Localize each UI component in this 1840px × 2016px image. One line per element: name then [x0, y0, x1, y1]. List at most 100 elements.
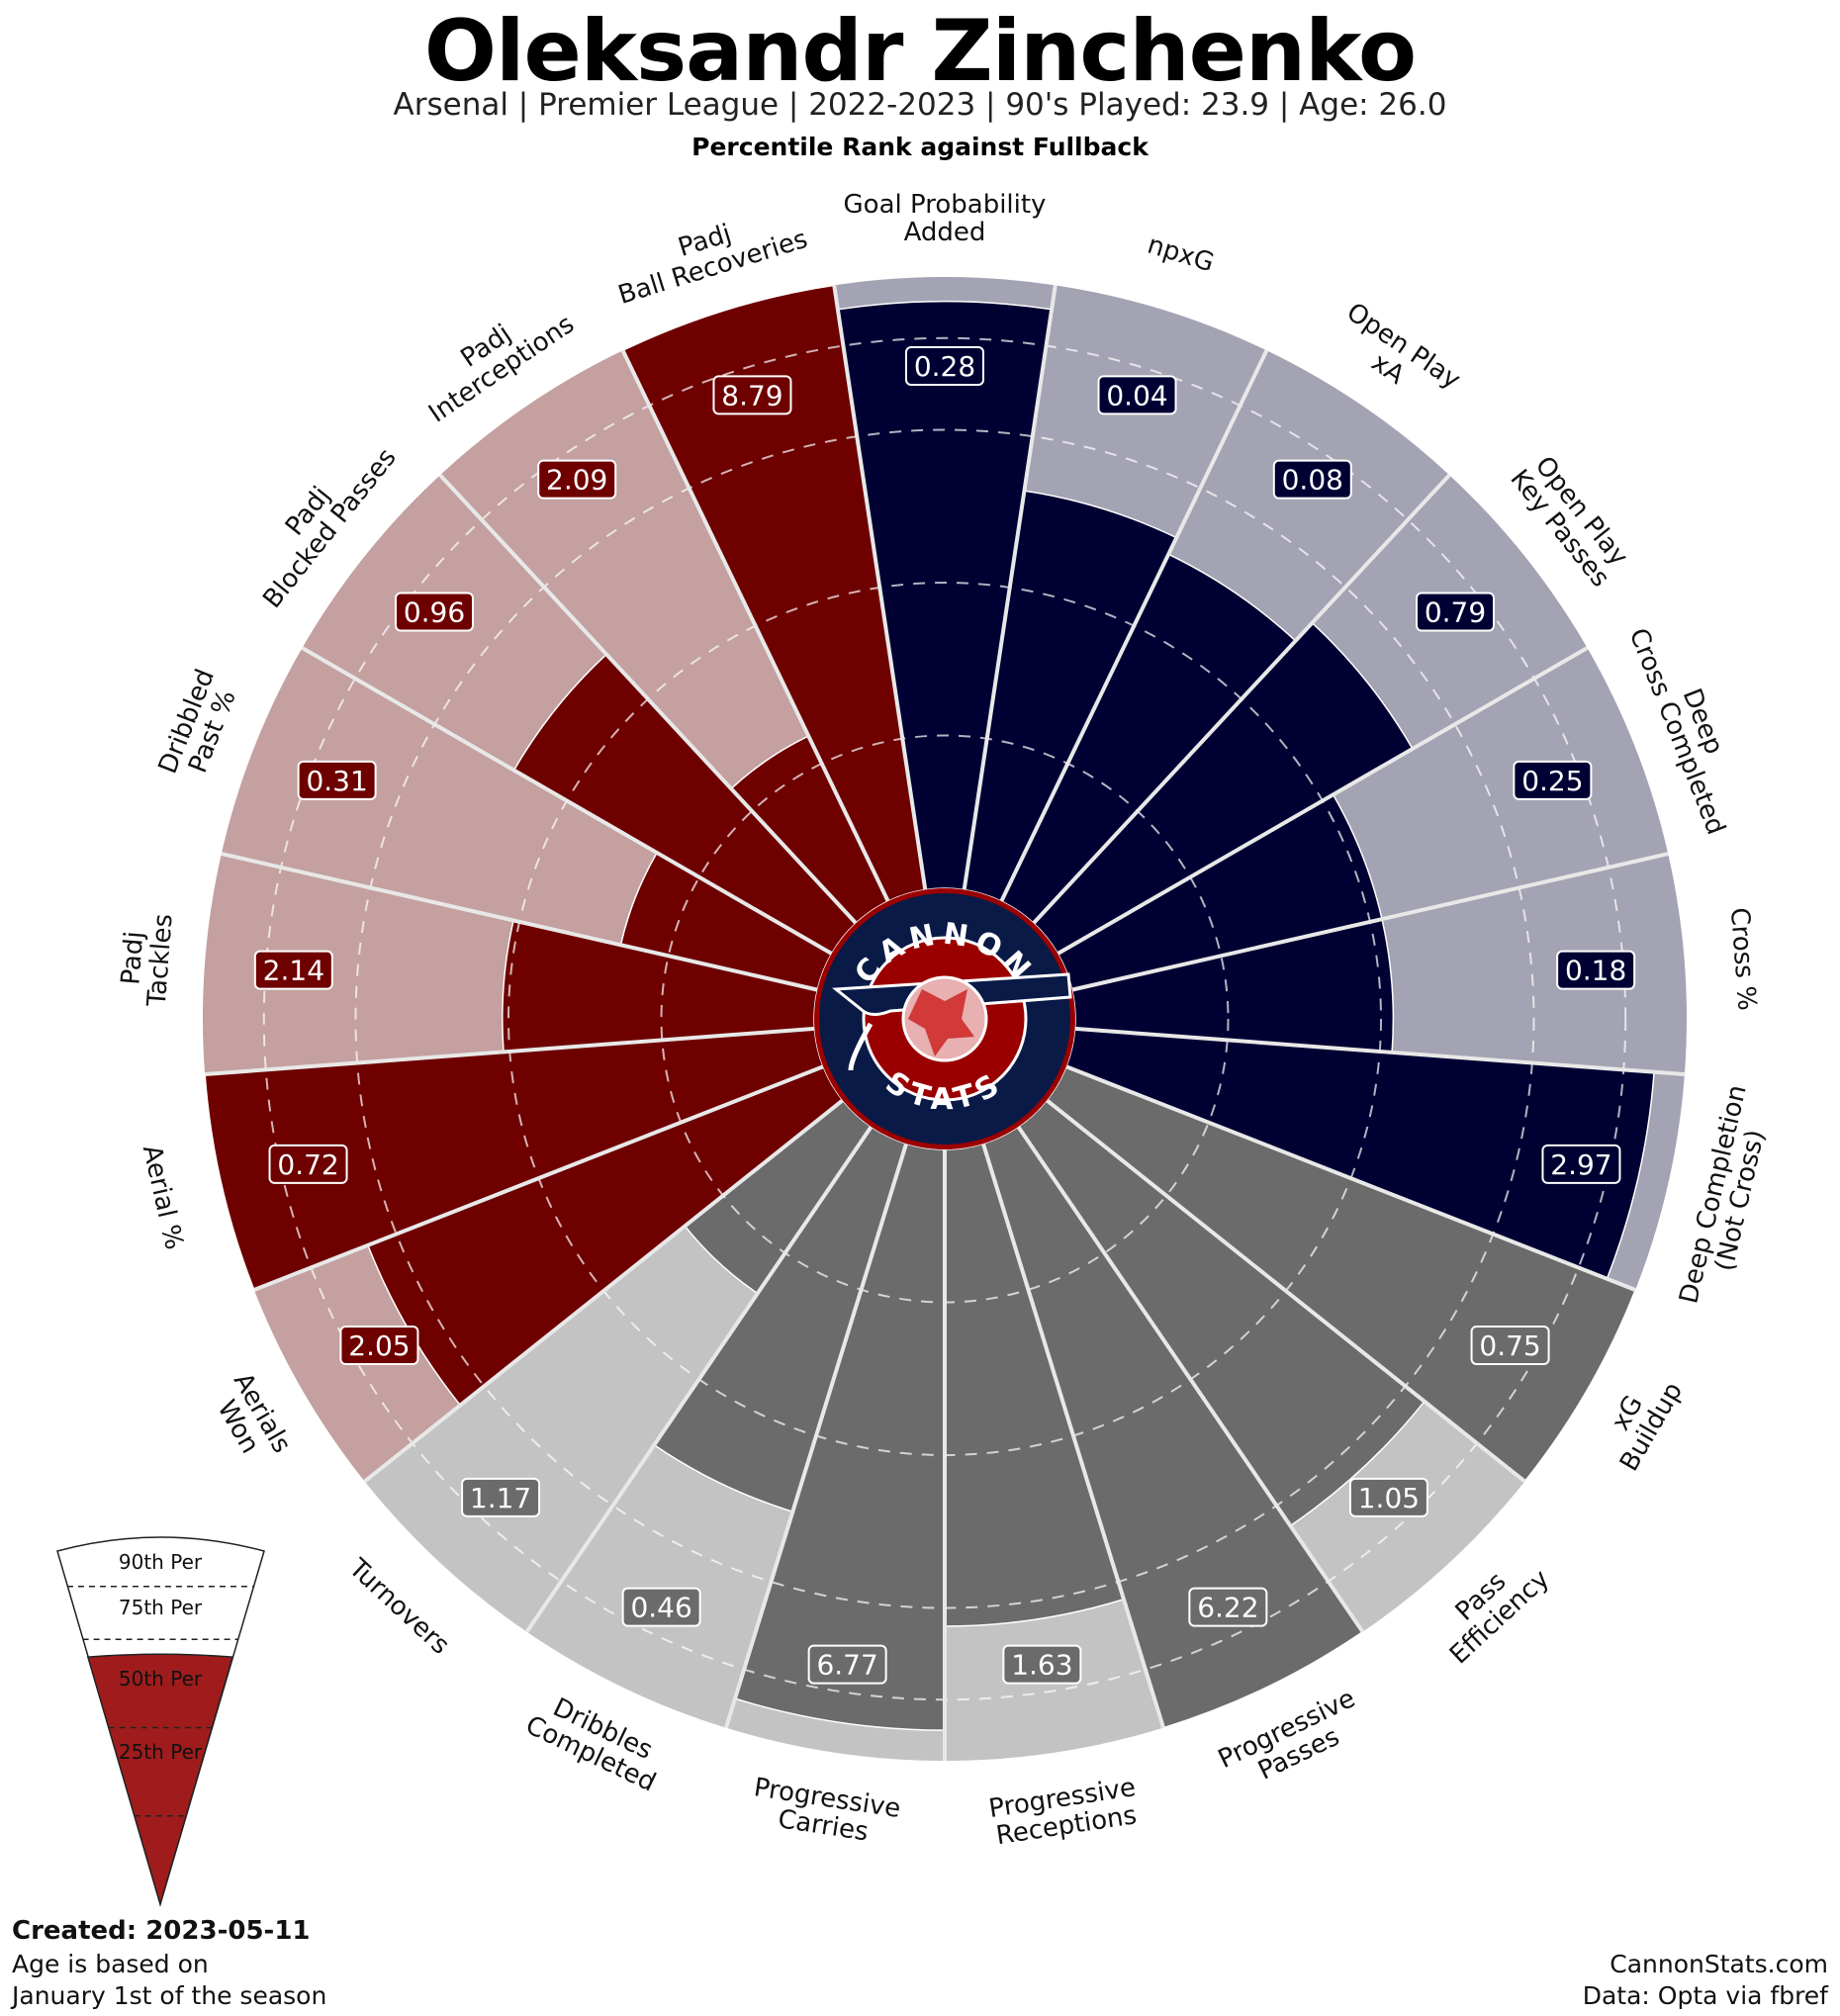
slice-divider: [1065, 1064, 1636, 1292]
value-labels: 0.28 0.04 0.08 0.79 0.25 0.18 2.97 0.75 1.05 6.22…: [253, 346, 1636, 1685]
slice-divider: [438, 473, 858, 925]
value-box: [537, 459, 617, 500]
value-box: [1541, 1144, 1621, 1184]
value-label-turnovers: 1.17: [461, 1477, 541, 1517]
value-box: [621, 1587, 701, 1627]
value-box: [268, 1144, 348, 1184]
value-text: 0.18: [1565, 955, 1626, 987]
value-label-open-play-key-passes: 0.79: [1416, 592, 1496, 632]
slice-divider: [221, 852, 818, 992]
value-label-xg-buildup: 0.75: [1470, 1326, 1550, 1365]
value-box: [1002, 1644, 1082, 1685]
chart-subtitle: Arsenal | Premier League | 2022-2023 | 9…: [393, 87, 1447, 123]
slice-divider: [204, 1026, 815, 1077]
value-box: [297, 760, 377, 800]
slice-divider: [524, 1125, 874, 1633]
value-label-padj-ball-recoveries: 8.79: [712, 375, 792, 415]
value-box: [339, 1326, 419, 1365]
value-text: 1.17: [470, 1482, 531, 1514]
value-box: [807, 1644, 887, 1685]
legend-label-90: 90th Per: [119, 1550, 203, 1574]
slice-divider: [1045, 1098, 1526, 1484]
value-box: [1416, 592, 1496, 632]
value-box: [1470, 1326, 1550, 1365]
metric-label-npxg: npxG: [1144, 230, 1217, 279]
value-text: 0.08: [1282, 464, 1343, 497]
value-label-padj-tackles: 2.14: [253, 950, 333, 990]
value-text: 2.97: [1550, 1148, 1611, 1181]
age-note-line-1: Age is based on: [12, 1950, 209, 1978]
slice-divider: [1016, 1125, 1365, 1633]
slice-divider: [999, 349, 1269, 902]
value-box: [1188, 1587, 1268, 1627]
legend-label-50: 50th Per: [119, 1667, 203, 1691]
value-label-dribbles-completed: 0.46: [621, 1587, 701, 1627]
legend-label-25: 25th Per: [119, 1740, 203, 1764]
slice-divider: [724, 1143, 909, 1729]
value-box: [905, 346, 984, 386]
slice-divider: [363, 1098, 845, 1484]
value-text: 2.05: [348, 1329, 410, 1362]
value-label-aerials-won: 2.05: [339, 1326, 419, 1365]
value-label-pass-efficiency: 1.05: [1348, 1477, 1428, 1517]
value-text: 0.79: [1425, 596, 1486, 628]
metric-label-aerial: Aerial %: [137, 1143, 189, 1252]
slice-divider: [1074, 1026, 1686, 1077]
value-label-padj-interceptions: 2.09: [537, 459, 617, 500]
metric-label-aerials-won: AerialsWon: [204, 1368, 297, 1472]
age-note-line-2: January 1st of the season: [12, 1981, 327, 2010]
data-source: Data: Opta via fbref: [1582, 1981, 1828, 2010]
value-box: [1513, 760, 1593, 800]
site-credit: CannonStats.com: [1610, 1950, 1828, 1978]
chart-title: Oleksandr Zinchenko: [423, 2, 1417, 101]
metric-label-dribbled-past: DribbledPast %: [153, 665, 246, 787]
value-text: 0.96: [404, 596, 465, 628]
percentile-caption: Percentile Rank against Fullback: [691, 133, 1149, 161]
value-label-deep-cross-completed: 0.25: [1513, 760, 1593, 800]
slice-divider: [620, 349, 890, 902]
value-box: [253, 950, 333, 990]
value-label-progressive-receptions: 1.63: [1002, 1644, 1082, 1685]
value-text: 0.25: [1521, 765, 1583, 797]
slice-divider: [1032, 473, 1451, 925]
metric-label-padj-ball-recoveries: PadjBall Recoveries: [606, 198, 811, 311]
value-label-goal-probability-added: 0.28: [905, 346, 984, 386]
slice-divider: [301, 646, 833, 956]
metric-label-progressive-carries: ProgressiveCarries: [748, 1773, 903, 1852]
cannon-stats-logo: CANNON STATS: [814, 888, 1075, 1149]
value-text: 6.77: [816, 1649, 877, 1682]
percentile-legend: 90th Per 75th Per 50th Per 25th Per: [56, 1536, 265, 1907]
value-text: 0.04: [1106, 379, 1167, 412]
metric-label-dribbles-completed: DribblesCompleted: [521, 1686, 673, 1798]
legend-label-75: 75th Per: [119, 1596, 203, 1619]
slice-divider: [1057, 646, 1589, 956]
slice-dividers: [204, 285, 1686, 1761]
value-label-progressive-carries: 6.77: [807, 1644, 887, 1685]
value-text: 0.28: [914, 350, 975, 383]
slice-divider: [1071, 852, 1669, 992]
value-text: 0.72: [277, 1148, 338, 1181]
value-box: [1097, 375, 1177, 415]
value-label-open-play-xa: 0.08: [1272, 459, 1352, 500]
slices-layer: [202, 277, 1687, 1761]
cannon-leg-icon: [848, 1022, 874, 1071]
created-date: Created: 2023-05-11: [12, 1916, 311, 1946]
value-text: 2.09: [546, 464, 607, 497]
metric-label-deep-completion-not-cross: Deep Completion(Not Cross): [1674, 1082, 1780, 1313]
value-text: 0.75: [1479, 1329, 1540, 1362]
value-box: [1348, 1477, 1428, 1517]
value-text: 1.05: [1358, 1482, 1420, 1514]
value-label-aerial: 0.72: [268, 1144, 348, 1184]
value-box: [461, 1477, 541, 1517]
value-label-progressive-passes: 6.22: [1188, 1587, 1268, 1627]
metric-label-goal-probability-added: Goal Probability Added: [844, 190, 1047, 247]
value-box: [1272, 459, 1352, 500]
value-box: [712, 375, 792, 415]
value-text: 8.79: [721, 379, 782, 412]
value-text: 1.63: [1011, 1649, 1072, 1682]
value-text: 2.14: [263, 955, 324, 987]
value-text: 0.31: [306, 765, 367, 797]
metric-label-turnovers: Turnovers: [342, 1553, 455, 1661]
metric-label-padj-tackles: PadjTackles: [115, 911, 179, 1009]
